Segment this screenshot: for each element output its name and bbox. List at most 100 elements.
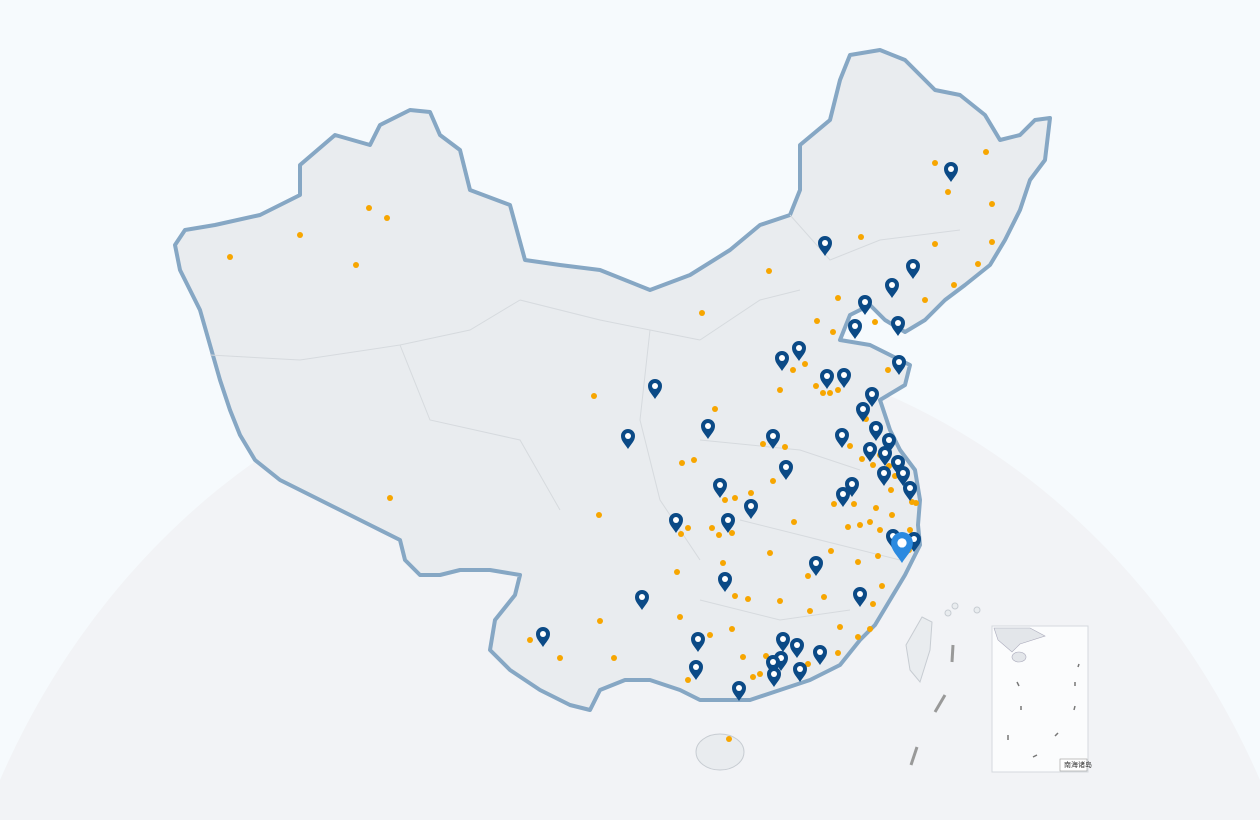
map-marker[interactable]: [744, 499, 758, 519]
pin-hole: [771, 671, 777, 677]
city-dot: [677, 614, 683, 620]
map-marker[interactable]: [856, 402, 870, 422]
map-marker[interactable]: [766, 429, 780, 449]
city-dot: [913, 500, 919, 506]
map-marker[interactable]: [903, 481, 917, 501]
map-marker-highlighted[interactable]: [891, 532, 913, 564]
pin-hole: [896, 359, 902, 365]
map-marker[interactable]: [767, 667, 781, 687]
map-marker[interactable]: [635, 590, 649, 610]
map-marker[interactable]: [836, 487, 850, 507]
map-marker[interactable]: [896, 466, 910, 486]
city-dot: [766, 268, 772, 274]
map-marker[interactable]: [865, 387, 879, 407]
city-dot: [830, 329, 836, 335]
pin-hole: [839, 432, 845, 438]
pin-hole: [794, 642, 800, 648]
city-dot: [297, 232, 303, 238]
map-marker[interactable]: [863, 442, 877, 462]
pin-hole: [849, 481, 855, 487]
city-dot: [791, 519, 797, 525]
map-marker[interactable]: [878, 446, 892, 466]
city-dot: [740, 654, 746, 660]
map-marker[interactable]: [835, 428, 849, 448]
map-marker[interactable]: [701, 419, 715, 439]
city-dot: [875, 553, 881, 559]
city-dot: [872, 319, 878, 325]
city-dot: [845, 524, 851, 530]
map-marker[interactable]: [869, 421, 883, 441]
map-marker[interactable]: [536, 627, 550, 647]
map-marker[interactable]: [732, 681, 746, 701]
pin-hole: [873, 425, 879, 431]
map-marker[interactable]: [792, 341, 806, 361]
city-dot: [722, 497, 728, 503]
map-marker[interactable]: [689, 660, 703, 680]
map-marker[interactable]: [621, 429, 635, 449]
map-marker[interactable]: [906, 259, 920, 279]
taiwan-island: [905, 616, 933, 684]
map-marker[interactable]: [691, 632, 705, 652]
city-dot: [716, 532, 722, 538]
city-dot: [748, 490, 754, 496]
pin-hole: [748, 503, 754, 509]
small-island: [951, 602, 959, 610]
city-dot: [889, 512, 895, 518]
city-dot: [888, 487, 894, 493]
map-marker[interactable]: [648, 379, 662, 399]
map-marker[interactable]: [818, 236, 832, 256]
city-dot: [527, 637, 533, 643]
map-marker[interactable]: [837, 368, 851, 388]
map-marker[interactable]: [775, 351, 789, 371]
map-marker[interactable]: [809, 556, 823, 576]
map-marker[interactable]: [721, 513, 735, 533]
pin-hole: [886, 437, 892, 443]
city-dot: [907, 527, 913, 533]
map-marker[interactable]: [858, 295, 872, 315]
map-marker[interactable]: [848, 319, 862, 339]
city-dot: [557, 655, 563, 661]
map-marker[interactable]: [790, 638, 804, 658]
map-marker[interactable]: [944, 162, 958, 182]
map-marker[interactable]: [877, 466, 891, 486]
city-dot: [679, 460, 685, 466]
pin-hole: [852, 323, 858, 329]
pin-hole: [867, 446, 873, 452]
pin-hole: [869, 391, 875, 397]
city-dot: [709, 525, 715, 531]
city-dot: [384, 215, 390, 221]
pin-hole: [822, 240, 828, 246]
city-dot: [859, 456, 865, 462]
inset-dash-line: [1007, 663, 1080, 758]
map-marker[interactable]: [892, 355, 906, 375]
province-border: [699, 439, 861, 471]
pin-hole: [900, 470, 906, 476]
inset-label-box: [1059, 758, 1088, 772]
city-dot: [989, 239, 995, 245]
inset-mainland: [993, 627, 1046, 653]
markers-layer: [536, 162, 958, 701]
map-marker[interactable]: [793, 662, 807, 682]
city-dot: [691, 457, 697, 463]
map-marker[interactable]: [813, 645, 827, 665]
city-dot: [807, 608, 813, 614]
map-marker[interactable]: [820, 369, 834, 389]
pin-hole: [540, 631, 546, 637]
city-dot: [596, 512, 602, 518]
map-marker[interactable]: [779, 460, 793, 480]
map-marker[interactable]: [713, 478, 727, 498]
pin-hole: [824, 373, 830, 379]
map-marker[interactable]: [853, 587, 867, 607]
pin-hole: [817, 649, 823, 655]
city-dot: [867, 626, 873, 632]
pin-hole: [889, 282, 895, 288]
map-marker[interactable]: [891, 316, 905, 336]
map-marker[interactable]: [718, 572, 732, 592]
city-dot: [983, 149, 989, 155]
map-marker[interactable]: [669, 513, 683, 533]
map-marker[interactable]: [776, 632, 790, 652]
city-dot: [770, 478, 776, 484]
city-dot: [720, 560, 726, 566]
map-marker[interactable]: [885, 278, 899, 298]
